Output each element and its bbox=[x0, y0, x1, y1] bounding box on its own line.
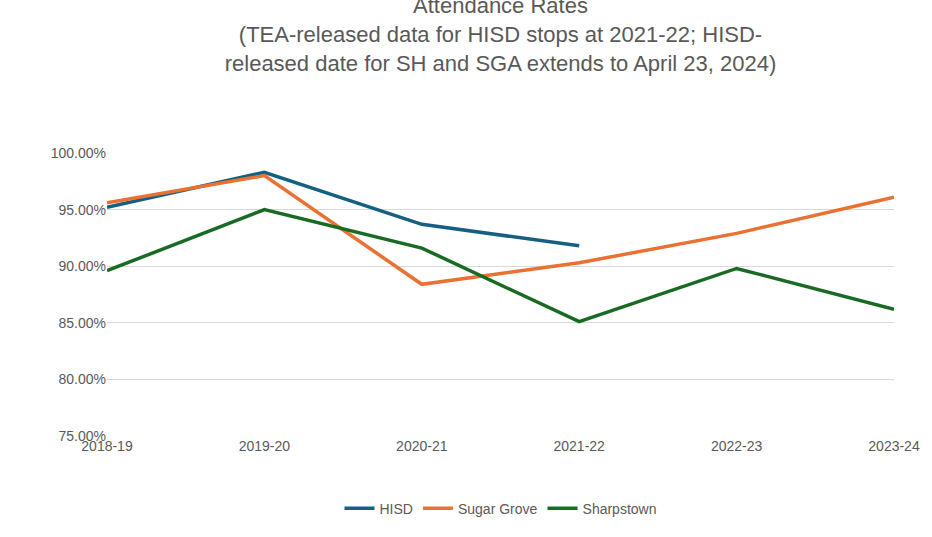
svg-text:80.00%: 80.00% bbox=[59, 371, 106, 387]
svg-text:2022-23: 2022-23 bbox=[711, 438, 763, 454]
svg-text:90.00%: 90.00% bbox=[59, 258, 106, 274]
svg-text:2023-24: 2023-24 bbox=[868, 438, 920, 454]
svg-text:85.00%: 85.00% bbox=[59, 315, 106, 331]
svg-text:Sugar Grove: Sugar Grove bbox=[458, 501, 538, 517]
svg-text:2019-20: 2019-20 bbox=[239, 438, 291, 454]
svg-text:2021-22: 2021-22 bbox=[554, 438, 606, 454]
svg-text:HISD: HISD bbox=[380, 501, 413, 517]
svg-text:Sharpstown: Sharpstown bbox=[583, 501, 657, 517]
svg-text:95.00%: 95.00% bbox=[59, 202, 106, 218]
svg-text:Attendance Rates(TEA-released: Attendance Rates(TEA-released data for H… bbox=[225, 0, 777, 76]
svg-text:75.00%: 75.00% bbox=[59, 428, 106, 444]
svg-text:2020-21: 2020-21 bbox=[396, 438, 448, 454]
svg-text:100.00%: 100.00% bbox=[51, 145, 106, 161]
svg-text:2018-19: 2018-19 bbox=[81, 438, 133, 454]
